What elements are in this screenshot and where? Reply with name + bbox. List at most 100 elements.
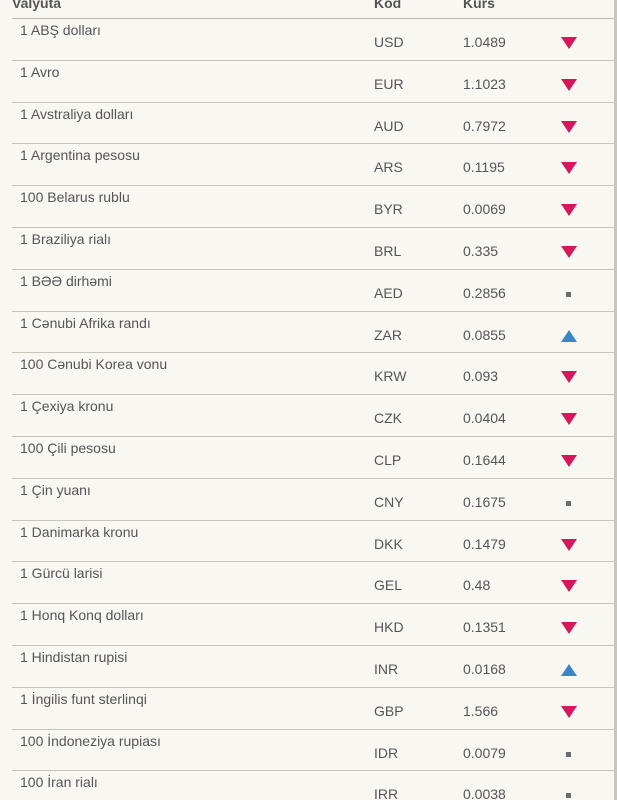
table-row: 1 Honq Konq dolları HKD 0.1351 (12, 604, 614, 646)
table-row: 1 Çexiya kronu CZK 0.0404 (12, 395, 614, 437)
currency-name: 1 Argentina pesosu (20, 147, 140, 164)
exchange-rate: 0.0404 (463, 410, 506, 427)
down-triangle-icon (560, 705, 578, 719)
currency-code: AED (374, 284, 403, 301)
currency-code: USD (374, 34, 404, 50)
currency-name: 1 ABŞ dolları (20, 22, 101, 38)
currency-name: 100 Belarus rublu (20, 189, 130, 206)
table-row: 100 Çili pesosu CLP 0.1644 (12, 437, 614, 479)
down-triangle-icon (560, 412, 578, 426)
exchange-rate: 0.1479 (463, 535, 506, 552)
rates-table: 1 ABŞ dolları USD 1.0489 1 Avro EUR 1.1023 1 A… (0, 19, 614, 800)
currency-name: 1 Danimarka kronu (20, 523, 139, 540)
currency-code: KRW (374, 368, 407, 385)
currency-code: HKD (374, 619, 404, 636)
exchange-rate: 0.0079 (463, 744, 506, 761)
currency-code: AUD (374, 117, 404, 134)
down-triangle-icon (560, 621, 578, 635)
currency-code: DKK (374, 535, 403, 552)
exchange-rate: 0.0168 (463, 660, 506, 677)
currency-name: 1 Cənubi Afrika randı (20, 314, 151, 331)
exchange-rate: 0.1351 (463, 619, 506, 636)
currency-code: GBP (374, 702, 404, 719)
table-row: 100 Cənubi Korea vonu KRW 0.093 (12, 353, 614, 396)
exchange-rate: 1.1023 (463, 75, 506, 92)
currency-name: 100 İran rialı (20, 774, 98, 791)
table-row: 100 İndoneziya rupiası IDR 0.0079 (12, 730, 614, 772)
currency-code: IRR (374, 786, 399, 800)
square-dot-icon (560, 747, 578, 761)
down-triangle-icon (560, 579, 578, 593)
currency-code: CNY (374, 493, 404, 510)
down-triangle-icon (560, 36, 578, 50)
currency-name: 1 Çexiya kronu (20, 398, 114, 415)
currency-name: 1 Braziliya rialı (20, 230, 112, 247)
currency-name: 1 Çin yuanı (20, 481, 91, 498)
currency-code: BRL (374, 242, 402, 259)
exchange-rate: 0.1675 (463, 493, 506, 510)
exchange-rate: 1.566 (463, 702, 499, 719)
down-triangle-icon (560, 454, 578, 468)
down-triangle-icon (560, 203, 578, 217)
currency-name: 1 BƏƏ dirhəmi (20, 272, 112, 289)
currency-code: CLP (374, 451, 402, 468)
exchange-rate: 0.48 (463, 577, 491, 594)
exchange-rate: 0.7972 (463, 117, 506, 134)
exchange-rate: 0.1195 (463, 159, 505, 176)
down-triangle-icon (560, 120, 578, 134)
square-dot-icon (560, 496, 578, 510)
table-row: 1 İngilis funt sterlinqi GBP 1.566 (12, 688, 614, 730)
table-row: 1 Avstraliya dolları AUD 0.7972 (12, 103, 614, 145)
table-row: 1 ABŞ dolları USD 1.0489 (12, 19, 614, 61)
down-triangle-icon (560, 161, 578, 175)
table-row: 1 BƏƏ dirhəmi AED 0.2856 (12, 270, 614, 312)
currency-code: BYR (374, 201, 403, 218)
up-triangle-icon (560, 663, 578, 677)
table-row: 1 Çin yuanı CNY 0.1675 (12, 479, 614, 521)
table-row: 1 Argentina pesosu ARS 0.1195 (12, 144, 614, 187)
down-triangle-icon (560, 245, 578, 259)
currency-name: 1 Avstraliya dolları (20, 105, 134, 122)
square-dot-icon (560, 788, 578, 800)
table-row: 1 Braziliya rialı BRL 0.335 (12, 228, 614, 270)
currency-code: ARS (374, 159, 403, 176)
down-triangle-icon (560, 370, 578, 384)
currency-name: 100 İndoneziya rupiası (20, 732, 161, 749)
exchange-rate: 0.0069 (463, 201, 506, 218)
scrollbar-edge[interactable] (614, 0, 617, 800)
currency-code: EUR (374, 75, 404, 92)
currency-name: 1 Honq Konq dolları (20, 607, 144, 624)
currency-name: 1 Gürcü larisi (20, 565, 103, 582)
currency-name: 100 Çili pesosu (20, 439, 116, 456)
header-rate: Kurs (463, 0, 495, 11)
up-triangle-icon (560, 329, 578, 343)
header-currency: Valyuta (12, 0, 62, 11)
down-triangle-icon (560, 538, 578, 552)
table-row: 100 İran rialı IRR 0.0038 (12, 771, 614, 800)
exchange-rate: 0.2856 (463, 284, 506, 301)
square-dot-icon (560, 287, 578, 301)
table-row: 1 Danimarka kronu DKK 0.1479 (12, 521, 614, 563)
currency-code: GEL (374, 577, 403, 594)
table-row: 1 Hindistan rupisi INR 0.0168 (12, 646, 614, 688)
currency-code: INR (374, 660, 399, 677)
header-code: Kod (374, 0, 402, 11)
exchange-rate: 0.335 (463, 242, 499, 259)
currency-code: IDR (374, 744, 399, 761)
table-row: 1 Gürcü larisi GEL 0.48 (12, 562, 614, 605)
down-triangle-icon (560, 78, 578, 92)
exchange-rate: 0.093 (463, 368, 499, 385)
table-header: Valyuta Kod Kurs (0, 0, 614, 13)
table-row: 100 Belarus rublu BYR 0.0069 (12, 186, 614, 228)
exchange-rate: 1.0489 (463, 34, 506, 50)
currency-code: ZAR (374, 326, 402, 343)
currency-name: 1 Avro (20, 63, 60, 80)
exchange-rate: 0.0855 (463, 326, 506, 343)
header-divider (12, 18, 614, 19)
currency-code: CZK (374, 410, 402, 427)
currency-name: 100 Cənubi Korea vonu (20, 356, 168, 373)
currency-name: 1 Hindistan rupisi (20, 648, 128, 665)
exchange-rate: 0.0038 (463, 786, 506, 800)
exchange-rate: 0.1644 (463, 451, 506, 468)
